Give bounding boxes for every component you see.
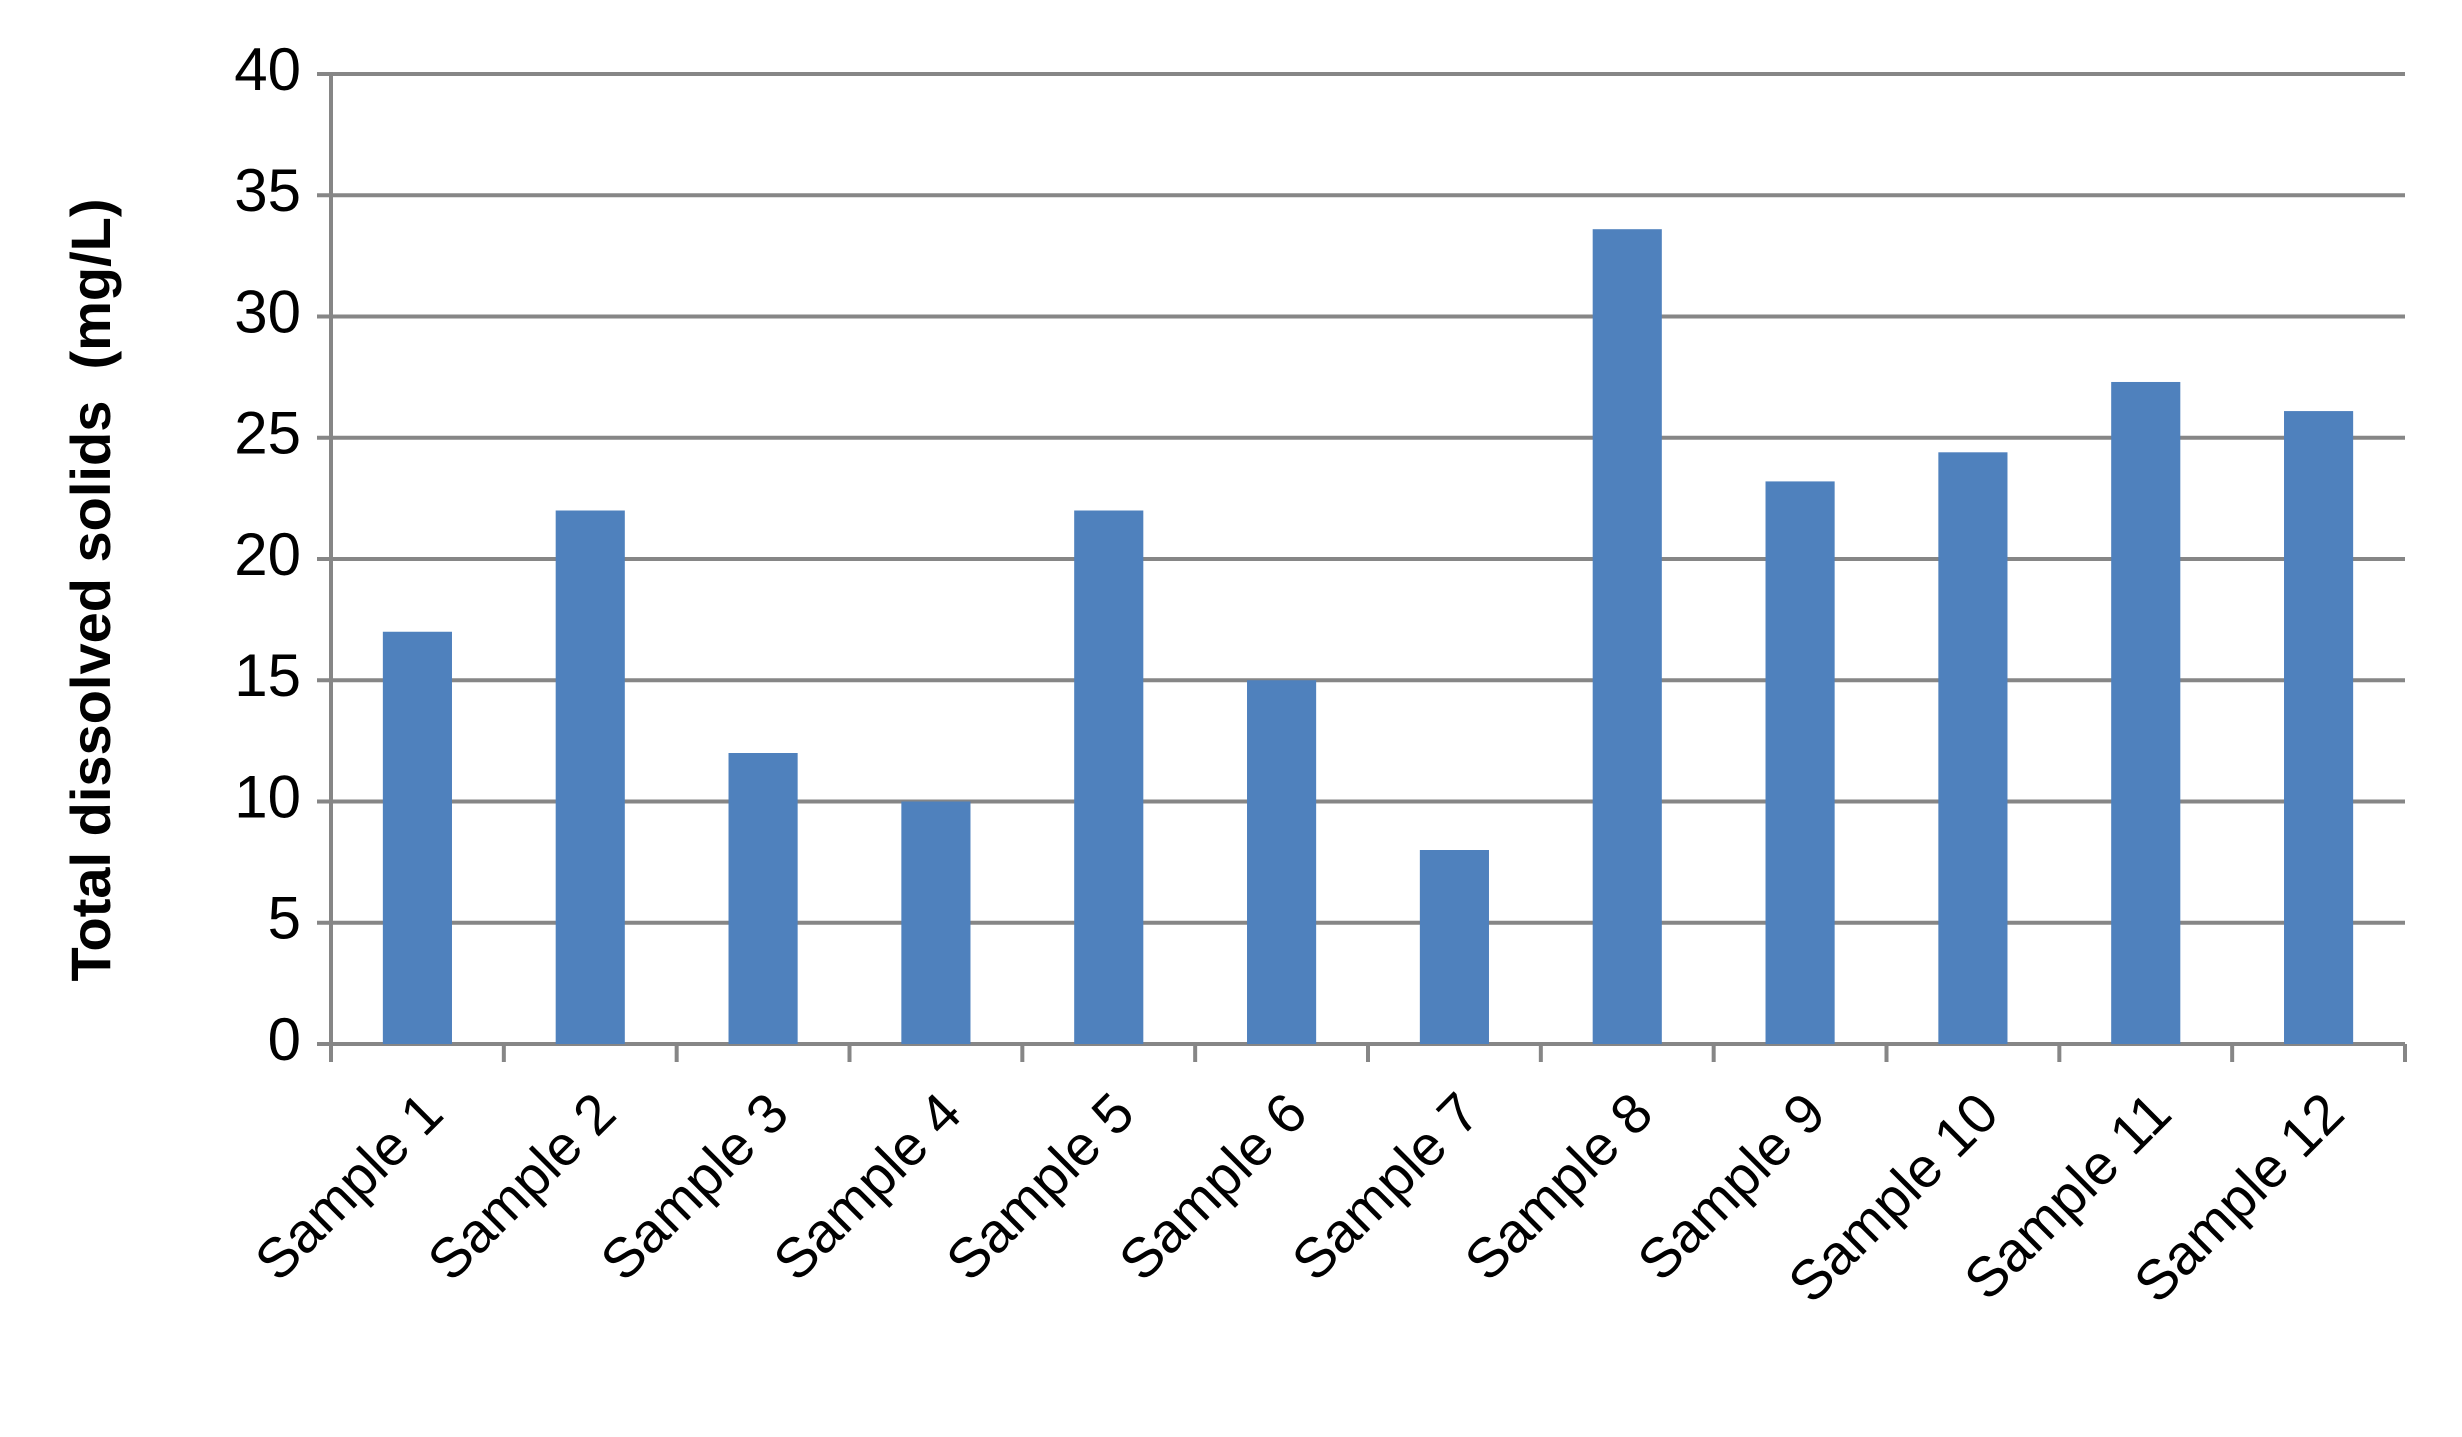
x-tick-label: Sample 1: [243, 1080, 455, 1292]
y-tick-label: 15: [234, 642, 301, 709]
bar: [1765, 481, 1835, 1044]
y-tick-label: 30: [234, 278, 301, 345]
bar: [1074, 510, 1144, 1044]
bar: [1419, 850, 1489, 1044]
y-tick-label: 35: [234, 157, 301, 224]
x-tick-label: Sample 7: [1280, 1080, 1492, 1292]
bar: [1938, 452, 2008, 1044]
bar: [2284, 411, 2354, 1044]
x-tick-label: Sample 5: [934, 1080, 1146, 1292]
y-tick-label: 5: [268, 885, 301, 952]
y-tick-label: 40: [234, 36, 301, 103]
y-tick-label: 10: [234, 763, 301, 830]
x-tick-label: Sample 8: [1452, 1080, 1664, 1292]
x-tick-label: Sample 4: [761, 1080, 973, 1292]
y-tick-label: 20: [234, 521, 301, 588]
bar: [382, 631, 452, 1044]
bar: [555, 510, 625, 1044]
bar: [1592, 229, 1662, 1044]
y-tick-label: 25: [234, 400, 301, 467]
bar: [1247, 680, 1317, 1044]
y-axis-title: Total dissolved solids (mg/L): [59, 198, 122, 981]
x-tick-label: Sample 2: [415, 1080, 627, 1292]
y-tick-label: 0: [268, 1006, 301, 1073]
x-tick-label: Sample 3: [588, 1080, 800, 1292]
bar: [728, 753, 798, 1044]
bar: [2111, 381, 2181, 1045]
bar: [901, 801, 971, 1044]
x-tick-label: Sample 6: [1107, 1080, 1319, 1292]
